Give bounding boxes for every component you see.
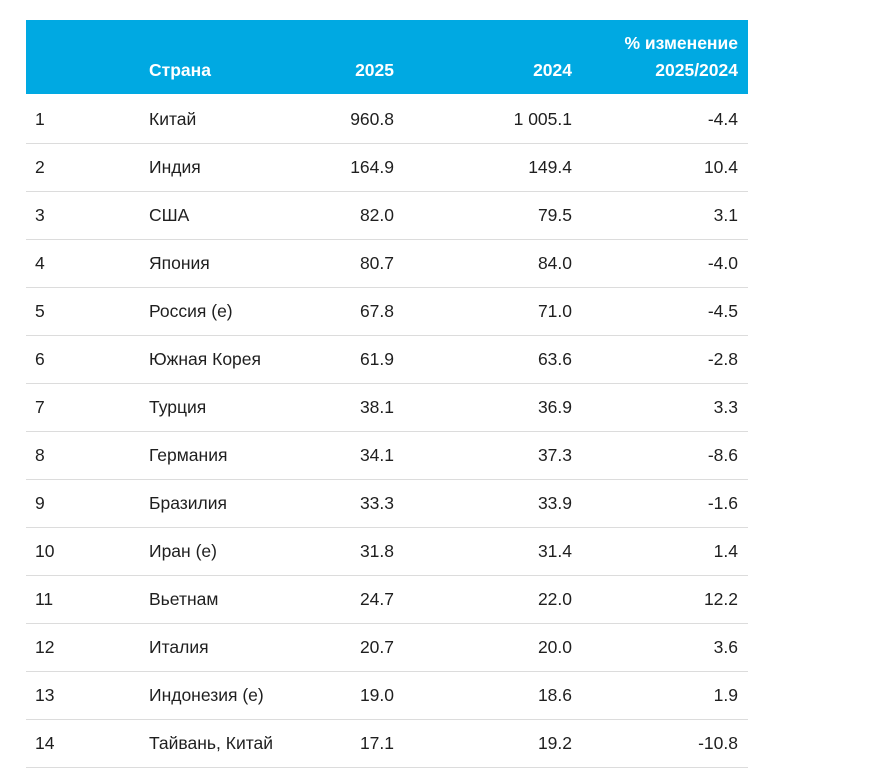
cell-country: Вьетнам — [149, 575, 339, 624]
cell-2025: 82.0 — [339, 191, 404, 240]
cell-country: Япония — [149, 239, 339, 288]
cell-2024: 36.9 — [404, 383, 582, 432]
cell-rank: 7 — [26, 383, 149, 432]
table-header: Страна 2025 2024 % изменение 2025/2024 — [26, 20, 748, 96]
cell-change: 12.2 — [582, 575, 748, 624]
cell-2025: 80.7 — [339, 239, 404, 288]
table-body: 1 Китай 960.8 1 005.1 -4.4 2 Индия 164.9 149.4 10… — [26, 94, 748, 768]
cell-rank: 10 — [26, 527, 149, 576]
cell-country: Китай — [149, 94, 339, 144]
table-row: 3 США 82.0 79.5 3.1 — [26, 191, 748, 240]
cell-rank: 13 — [26, 671, 149, 720]
table-row: 8 Германия 34.1 37.3 -8.6 — [26, 431, 748, 480]
cell-change: 3.3 — [582, 383, 748, 432]
cell-2024: 149.4 — [404, 143, 582, 192]
cell-2025: 20.7 — [339, 623, 404, 672]
cell-rank: 3 — [26, 191, 149, 240]
cell-rank: 6 — [26, 335, 149, 384]
cell-change: 1.4 — [582, 527, 748, 576]
cell-change: 10.4 — [582, 143, 748, 192]
cell-2024: 33.9 — [404, 479, 582, 528]
cell-2025: 17.1 — [339, 719, 404, 768]
cell-country: Тайвань, Китай — [149, 719, 339, 768]
cell-2024: 1 005.1 — [404, 94, 582, 144]
table-header-row: Страна 2025 2024 % изменение 2025/2024 — [26, 20, 748, 96]
cell-rank: 8 — [26, 431, 149, 480]
table-row: 1 Китай 960.8 1 005.1 -4.4 — [26, 94, 748, 144]
cell-2025: 33.3 — [339, 479, 404, 528]
table-row: 10 Иран (е) 31.8 31.4 1.4 — [26, 527, 748, 576]
cell-country: Иран (е) — [149, 527, 339, 576]
cell-rank: 1 — [26, 94, 149, 144]
cell-rank: 2 — [26, 143, 149, 192]
cell-change: -2.8 — [582, 335, 748, 384]
cell-country: Турция — [149, 383, 339, 432]
cell-change: 3.1 — [582, 191, 748, 240]
cell-rank: 9 — [26, 479, 149, 528]
cell-change: -8.6 — [582, 431, 748, 480]
cell-rank: 5 — [26, 287, 149, 336]
cell-rank: 12 — [26, 623, 149, 672]
cell-2024: 22.0 — [404, 575, 582, 624]
cell-rank: 11 — [26, 575, 149, 624]
header-2024: 2024 — [404, 20, 582, 96]
table-row: 13 Индонезия (е) 19.0 18.6 1.9 — [26, 671, 748, 720]
cell-2024: 63.6 — [404, 335, 582, 384]
cell-2025: 24.7 — [339, 575, 404, 624]
header-change: % изменение 2025/2024 — [582, 20, 748, 96]
cell-rank: 14 — [26, 719, 149, 768]
header-change-line1: % изменение — [624, 33, 739, 53]
cell-change: 1.9 — [582, 671, 748, 720]
table-row: 4 Япония 80.7 84.0 -4.0 — [26, 239, 748, 288]
header-rank — [26, 20, 149, 96]
table-row: 7 Турция 38.1 36.9 3.3 — [26, 383, 748, 432]
cell-2024: 18.6 — [404, 671, 582, 720]
table-row: 5 Россия (е) 67.8 71.0 -4.5 — [26, 287, 748, 336]
cell-country: Россия (е) — [149, 287, 339, 336]
cell-country: Индия — [149, 143, 339, 192]
cell-2025: 31.8 — [339, 527, 404, 576]
cell-country: США — [149, 191, 339, 240]
cell-change: -4.0 — [582, 239, 748, 288]
cell-change: -10.8 — [582, 719, 748, 768]
table-row: 11 Вьетнам 24.7 22.0 12.2 — [26, 575, 748, 624]
cell-rank: 4 — [26, 239, 149, 288]
cell-country: Италия — [149, 623, 339, 672]
cell-2025: 61.9 — [339, 335, 404, 384]
cell-country: Южная Корея — [149, 335, 339, 384]
cell-change: -4.5 — [582, 287, 748, 336]
cell-change: -1.6 — [582, 479, 748, 528]
cell-country: Индонезия (е) — [149, 671, 339, 720]
cell-2024: 71.0 — [404, 287, 582, 336]
cell-country: Бразилия — [149, 479, 339, 528]
cell-2025: 19.0 — [339, 671, 404, 720]
table-row: 2 Индия 164.9 149.4 10.4 — [26, 143, 748, 192]
cell-2025: 34.1 — [339, 431, 404, 480]
cell-2024: 31.4 — [404, 527, 582, 576]
cell-2024: 37.3 — [404, 431, 582, 480]
cell-2025: 164.9 — [339, 143, 404, 192]
cell-change: 3.6 — [582, 623, 748, 672]
cell-2024: 20.0 — [404, 623, 582, 672]
header-country: Страна — [149, 20, 339, 96]
header-2025: 2025 — [339, 20, 404, 96]
table-row: 14 Тайвань, Китай 17.1 19.2 -10.8 — [26, 719, 748, 768]
table-row: 9 Бразилия 33.3 33.9 -1.6 — [26, 479, 748, 528]
cell-change: -4.4 — [582, 94, 748, 144]
header-change-line2: 2025/2024 — [655, 60, 738, 80]
cell-2025: 38.1 — [339, 383, 404, 432]
table-row: 6 Южная Корея 61.9 63.6 -2.8 — [26, 335, 748, 384]
table-row: 12 Италия 20.7 20.0 3.6 — [26, 623, 748, 672]
cell-2024: 19.2 — [404, 719, 582, 768]
cell-2024: 79.5 — [404, 191, 582, 240]
cell-2025: 960.8 — [339, 94, 404, 144]
cell-country: Германия — [149, 431, 339, 480]
cell-2024: 84.0 — [404, 239, 582, 288]
cell-2025: 67.8 — [339, 287, 404, 336]
